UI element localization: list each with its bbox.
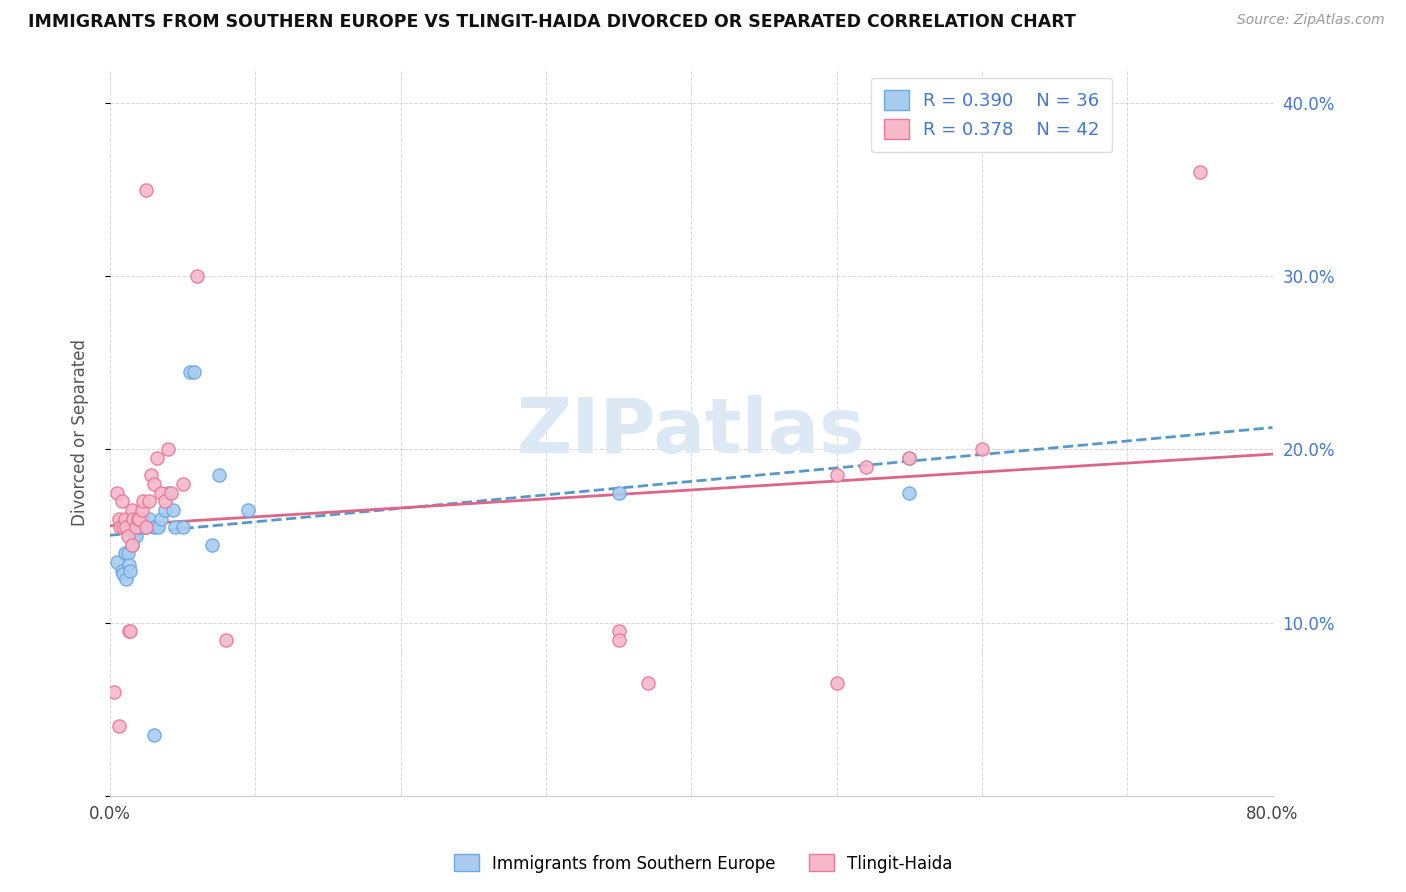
Point bbox=[186, 269, 208, 284]
Text: Source: ZipAtlas.com: Source: ZipAtlas.com bbox=[1237, 13, 1385, 28]
Point bbox=[105, 485, 128, 500]
Point bbox=[172, 520, 194, 534]
Point bbox=[607, 624, 630, 639]
Point bbox=[120, 564, 142, 578]
Point bbox=[115, 572, 138, 586]
Point bbox=[215, 632, 238, 647]
Point bbox=[149, 512, 172, 526]
Point bbox=[117, 546, 139, 560]
Point bbox=[118, 558, 141, 573]
Point bbox=[107, 719, 129, 733]
Point bbox=[118, 624, 141, 639]
Point bbox=[208, 468, 231, 483]
Point bbox=[135, 183, 157, 197]
Point bbox=[855, 459, 877, 474]
Text: ZIPatlas: ZIPatlas bbox=[517, 395, 866, 469]
Point bbox=[139, 468, 162, 483]
Point bbox=[898, 451, 921, 466]
Point bbox=[142, 477, 165, 491]
Point bbox=[146, 520, 169, 534]
Point bbox=[112, 567, 135, 582]
Point bbox=[825, 676, 848, 690]
Point bbox=[970, 442, 993, 457]
Point bbox=[131, 512, 153, 526]
Point bbox=[135, 520, 157, 534]
Point bbox=[127, 512, 149, 526]
Point bbox=[105, 555, 128, 569]
Point bbox=[122, 512, 145, 526]
Point bbox=[128, 512, 150, 526]
Point bbox=[145, 451, 167, 466]
Point bbox=[120, 624, 142, 639]
Point bbox=[131, 503, 153, 517]
Point bbox=[110, 520, 132, 534]
Point bbox=[107, 512, 129, 526]
Point bbox=[898, 451, 921, 466]
Point bbox=[149, 485, 172, 500]
Point bbox=[124, 529, 146, 543]
Point bbox=[607, 632, 630, 647]
Point bbox=[607, 485, 630, 500]
Y-axis label: Divorced or Separated: Divorced or Separated bbox=[72, 339, 89, 525]
Legend: R = 0.390    N = 36, R = 0.378    N = 42: R = 0.390 N = 36, R = 0.378 N = 42 bbox=[870, 78, 1112, 152]
Point bbox=[155, 494, 177, 508]
Point bbox=[236, 503, 259, 517]
Point bbox=[122, 520, 145, 534]
Point bbox=[103, 685, 125, 699]
Point bbox=[155, 503, 177, 517]
Point bbox=[138, 494, 160, 508]
Point bbox=[121, 538, 143, 552]
Point bbox=[111, 494, 134, 508]
Point bbox=[162, 503, 184, 517]
Point bbox=[157, 485, 180, 500]
Point bbox=[111, 564, 134, 578]
Point bbox=[132, 494, 155, 508]
Point bbox=[179, 365, 201, 379]
Point bbox=[898, 485, 921, 500]
Point bbox=[121, 503, 143, 517]
Point bbox=[138, 512, 160, 526]
Point bbox=[142, 520, 165, 534]
Point bbox=[637, 676, 659, 690]
Point bbox=[165, 520, 187, 534]
Point bbox=[121, 538, 143, 552]
Point bbox=[114, 546, 136, 560]
Point bbox=[1188, 165, 1211, 179]
Text: IMMIGRANTS FROM SOUTHERN EUROPE VS TLINGIT-HAIDA DIVORCED OR SEPARATED CORRELATI: IMMIGRANTS FROM SOUTHERN EUROPE VS TLING… bbox=[28, 13, 1076, 31]
Point bbox=[114, 520, 136, 534]
Legend: Immigrants from Southern Europe, Tlingit-Haida: Immigrants from Southern Europe, Tlingit… bbox=[447, 847, 959, 880]
Point bbox=[128, 520, 150, 534]
Point bbox=[127, 520, 149, 534]
Point bbox=[160, 485, 183, 500]
Point bbox=[825, 468, 848, 483]
Point bbox=[112, 520, 135, 534]
Point bbox=[183, 365, 205, 379]
Point bbox=[115, 520, 138, 534]
Point bbox=[135, 520, 157, 534]
Point bbox=[125, 529, 148, 543]
Point bbox=[142, 728, 165, 742]
Point bbox=[117, 529, 139, 543]
Point bbox=[201, 538, 224, 552]
Point bbox=[132, 520, 155, 534]
Point bbox=[114, 512, 136, 526]
Point bbox=[157, 442, 180, 457]
Point bbox=[172, 477, 194, 491]
Point bbox=[125, 520, 148, 534]
